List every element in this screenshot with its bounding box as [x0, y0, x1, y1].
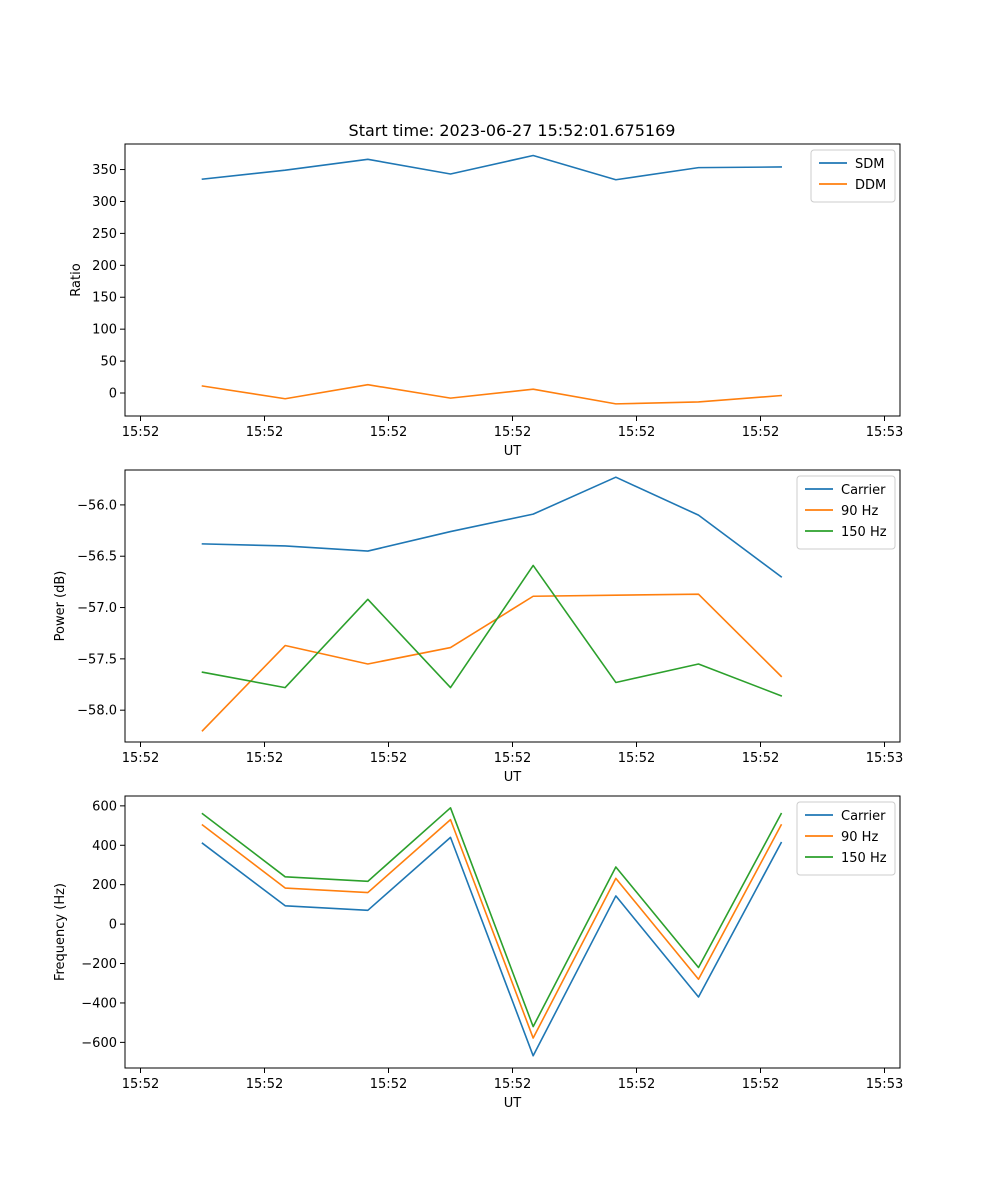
y-tick-label: −58.0	[77, 704, 117, 719]
legend-label: 90 Hz	[841, 504, 878, 519]
x-tick-label: 15:52	[618, 751, 655, 766]
x-tick-label: 15:52	[742, 425, 779, 440]
y-tick-label: 400	[92, 839, 117, 854]
x-tick-label: 15:52	[370, 751, 407, 766]
subplot-2: 15:52 15:52 15:52 15:52 15:52 15:52 15:53 −58.0…	[53, 469, 903, 785]
y-tick-label: 0	[109, 918, 117, 933]
subplot-3: 15:52 15:52 15:52 15:52 15:52 15:52 15:53 −600 −…	[53, 795, 903, 1111]
x-tick-label: 15:52	[618, 425, 655, 440]
x-axis-label: UT	[504, 1096, 522, 1111]
x-tick-label: 15:52	[494, 1077, 531, 1092]
x-tick-label: 15:52	[370, 425, 407, 440]
x-tick-label: 15:52	[742, 1077, 779, 1092]
series-line-carrier	[201, 836, 783, 1057]
series-line-150-hz	[201, 807, 783, 1028]
x-tick-label: 15:52	[246, 425, 283, 440]
legend: SDM DDM	[810, 149, 896, 203]
x-axis-label: UT	[504, 770, 522, 785]
legend-label: SDM	[855, 157, 884, 172]
y-axis-label: Power (dB)	[53, 571, 68, 642]
x-tick-label: 15:53	[866, 1077, 903, 1092]
x-tick-label: 15:53	[866, 425, 903, 440]
legend-label: Carrier	[841, 483, 886, 498]
y-tick-label: 0	[109, 387, 117, 402]
y-tick-label: 100	[92, 323, 117, 338]
subplots: 15:52 15:52 15:52 15:52 15:52 15:52 15:53 0 50 10…	[53, 143, 903, 1111]
series-line-90-hz	[201, 593, 783, 732]
y-tick-label: −56.5	[77, 550, 117, 565]
series-line-sdm	[201, 154, 782, 181]
y-tick-label: −57.5	[77, 652, 117, 667]
series-line-ddm	[201, 383, 783, 405]
y-tick-label: 600	[92, 799, 117, 814]
legend-label: 150 Hz	[841, 525, 887, 540]
legend: Carrier 90 Hz 150 Hz	[796, 801, 896, 876]
y-axis-label: Frequency (Hz)	[53, 883, 68, 981]
series-line-150-hz	[201, 564, 783, 697]
x-tick-label: 15:53	[866, 751, 903, 766]
y-tick-label: 200	[92, 878, 117, 893]
x-tick-label: 15:52	[246, 751, 283, 766]
subplot-1: 15:52 15:52 15:52 15:52 15:52 15:52 15:53 0 50 10…	[69, 143, 903, 459]
x-tick-label: 15:52	[122, 751, 159, 766]
x-tick-label: 15:52	[494, 751, 531, 766]
series-line-90-hz	[201, 818, 783, 1039]
x-tick-label: 15:52	[370, 1077, 407, 1092]
y-tick-label: 150	[92, 291, 117, 306]
legend: Carrier 90 Hz 150 Hz	[796, 475, 896, 550]
y-tick-label: 250	[92, 227, 117, 242]
x-tick-label: 15:52	[618, 1077, 655, 1092]
y-axis-label: Ratio	[69, 263, 84, 296]
x-tick-label: 15:52	[122, 425, 159, 440]
legend-label: Carrier	[841, 809, 886, 824]
legend-label: DDM	[855, 178, 886, 193]
x-tick-label: 15:52	[494, 425, 531, 440]
x-axis-label: UT	[504, 444, 522, 459]
x-tick-label: 15:52	[122, 1077, 159, 1092]
y-tick-label: −57.0	[77, 601, 117, 616]
legend-label: 90 Hz	[841, 830, 878, 845]
y-tick-label: −400	[81, 996, 117, 1011]
y-tick-label: 350	[92, 163, 117, 178]
series-line-carrier	[201, 476, 783, 578]
x-tick-label: 15:52	[742, 751, 779, 766]
y-tick-label: 200	[92, 259, 117, 274]
y-tick-label: −600	[81, 1036, 117, 1051]
x-tick-label: 15:52	[246, 1077, 283, 1092]
y-tick-label: −200	[81, 957, 117, 972]
legend-label: 150 Hz	[841, 851, 887, 866]
y-tick-label: −56.0	[77, 498, 117, 513]
figure-title: Start time: 2023-06-27 15:52:01.675169	[349, 121, 676, 140]
y-tick-label: 300	[92, 195, 117, 210]
y-tick-label: 50	[100, 355, 117, 370]
